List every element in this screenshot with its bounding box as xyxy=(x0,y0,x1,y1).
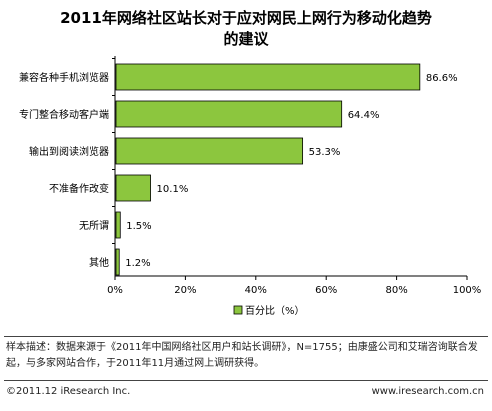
x-tick-label-3: 60% xyxy=(315,285,337,296)
copyright: ©2011.12 iResearch Inc. xyxy=(6,386,131,397)
value-label-1: 64.4% xyxy=(348,110,380,121)
category-label-2: 输出到阅读浏览器 xyxy=(29,145,109,158)
value-label-4: 1.5% xyxy=(126,221,151,232)
bar-3 xyxy=(115,174,151,202)
x-tick-label-5: 100% xyxy=(453,285,482,296)
bar-4 xyxy=(115,211,121,239)
bar-0 xyxy=(115,63,421,91)
x-tick-label-4: 80% xyxy=(385,285,407,296)
x-tick-label-1: 20% xyxy=(174,285,196,296)
x-tick-label-2: 40% xyxy=(245,285,267,296)
divider-bottom xyxy=(4,380,488,381)
category-label-3: 不准备作改变 xyxy=(49,182,109,195)
bar-chart: 兼容各种手机浏览器 86.6% 专门整合移动客户端 64.4% 输出到阅读浏览器 53.3… xyxy=(19,56,482,317)
x-tick-label-0: 0% xyxy=(107,285,123,296)
value-label-2: 53.3% xyxy=(309,147,341,158)
bar-1 xyxy=(115,100,343,128)
website-url: www.iresearch.com.cn xyxy=(371,386,484,397)
chart-title: 2011年网络社区站长对于应对网民上网行为移动化趋势 的建议 xyxy=(0,8,492,50)
bar-5 xyxy=(115,248,120,276)
chart-title-line-2: 的建议 xyxy=(223,30,269,48)
legend-label: 百分比（%） xyxy=(245,305,305,317)
category-label-1: 专门整合移动客户端 xyxy=(19,108,109,121)
sample-note: 样本描述：数据来源于《2011年中国网络社区用户和站长调研》，N=1755；由康… xyxy=(6,342,478,369)
chart-title-line-1: 2011年网络社区站长对于应对网民上网行为移动化趋势 xyxy=(60,9,432,27)
category-label-4: 无所谓 xyxy=(79,220,109,232)
value-label-3: 10.1% xyxy=(157,184,189,195)
value-label-0: 86.6% xyxy=(426,73,458,84)
bar-2 xyxy=(115,137,304,165)
category-label-5: 其他 xyxy=(89,256,109,269)
value-label-5: 1.2% xyxy=(125,258,150,269)
divider-top xyxy=(4,336,488,337)
legend-swatch xyxy=(233,305,243,315)
category-label-0: 兼容各种手机浏览器 xyxy=(19,71,109,84)
